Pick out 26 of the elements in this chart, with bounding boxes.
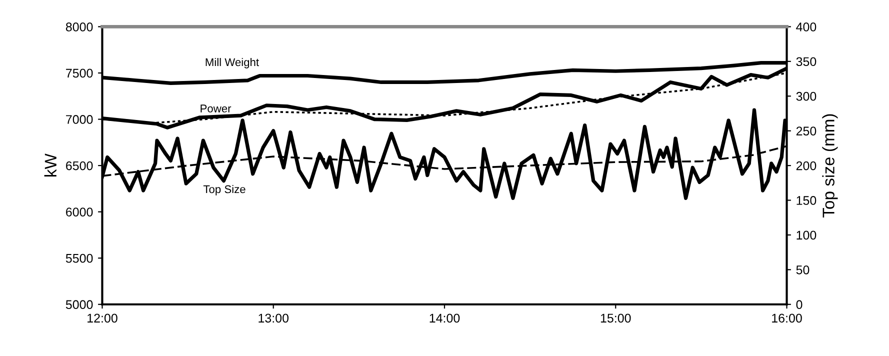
y-tick-label: 5000 — [66, 300, 93, 310]
x-tick-label: 14:00 — [430, 314, 460, 323]
y-tick-label: 6500 — [66, 161, 93, 170]
series-label: Mill Weight — [206, 58, 259, 68]
y-tick-label: 5500 — [66, 254, 93, 263]
y2-tick-label: 0 — [796, 300, 802, 310]
y2-tick-label: 100 — [796, 230, 816, 240]
y2-tick-label: 150 — [796, 196, 816, 205]
y2-tick-label: 400 — [796, 22, 816, 32]
y-tick-label: 8000 — [66, 22, 93, 32]
y2-tick-label: 250 — [796, 126, 816, 136]
y2-tick-label: 300 — [796, 92, 816, 101]
y-tick-label: 7000 — [66, 115, 93, 124]
y-axis-title: kW — [44, 154, 56, 176]
series-label: Power — [200, 104, 232, 112]
y2-tick-label: 50 — [796, 265, 810, 274]
y2-axis-title: Top size (mm) — [822, 114, 838, 218]
x-tick-label: 13:00 — [258, 314, 289, 323]
y-tick-label: 7500 — [66, 68, 93, 78]
y2-tick-label: 350 — [796, 57, 816, 66]
series-label: Top Size — [203, 184, 246, 196]
y2-tick-label: 200 — [796, 161, 816, 170]
y-tick-label: 6000 — [66, 208, 93, 216]
x-tick-label: 16:00 — [772, 314, 802, 323]
x-tick-label: 12:00 — [88, 314, 118, 323]
x-tick-label: 15:00 — [600, 314, 631, 323]
